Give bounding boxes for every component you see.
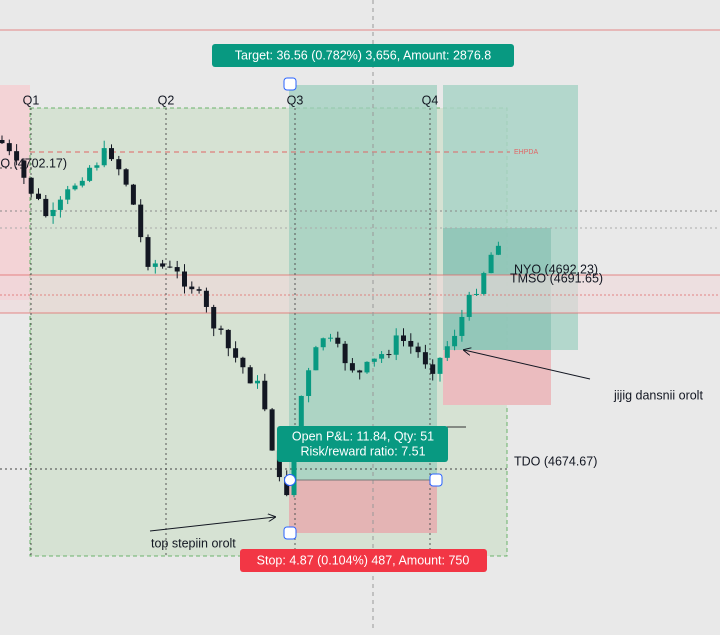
candle-body: [247, 367, 253, 384]
candle-body: [196, 289, 202, 291]
candle-body: [174, 267, 180, 272]
handle[interactable]: [283, 77, 297, 91]
candle-body: [203, 290, 209, 307]
candle-body: [408, 340, 414, 347]
arrow: [149, 517, 275, 532]
candle-body: [50, 209, 56, 217]
stop-label-bg: [240, 549, 487, 572]
tmso-label: TMSO (4691.65): [510, 271, 603, 285]
stop-zone: [289, 480, 437, 533]
candle-body: [57, 199, 63, 210]
candle-body: [276, 450, 282, 478]
candle-body: [371, 358, 377, 362]
so-label: SO (4702.17): [0, 156, 67, 170]
candle-body: [152, 263, 158, 267]
annotation: jijig dansnii orolt: [613, 388, 703, 402]
candle-body: [123, 169, 129, 185]
pink-zone: [0, 85, 30, 300]
handle[interactable]: [283, 526, 297, 540]
candle-body: [94, 165, 100, 168]
candle-body: [481, 273, 487, 294]
candle-body: [145, 237, 151, 267]
nyo-label: NYO (4692.23): [514, 262, 598, 276]
candle-body: [298, 395, 304, 441]
band: [0, 275, 720, 313]
target-label-bg: [212, 44, 514, 67]
candle-body: [79, 180, 85, 186]
candle-body: [211, 306, 217, 329]
candle-body: [255, 380, 260, 384]
candle-body: [364, 361, 370, 373]
quarter-label: Q2: [158, 93, 175, 107]
candle-body: [430, 364, 436, 374]
candle-body: [269, 409, 275, 451]
pnl-label: Open P&L: 11.84, Qty: 51: [292, 429, 434, 443]
candle-body: [452, 335, 458, 347]
candle-body: [291, 440, 297, 496]
candle-body: [415, 346, 421, 353]
candle-body: [306, 370, 312, 396]
candle-body: [65, 189, 71, 200]
candle-body: [393, 335, 399, 355]
candle-body: [379, 354, 385, 359]
candle-body: [386, 354, 392, 356]
ehpda-label: EHPDA: [514, 149, 538, 156]
candle-body: [101, 148, 107, 166]
candle-body: [444, 346, 450, 358]
candle-body: [0, 140, 5, 144]
candle-body: [130, 184, 136, 205]
annotation: top stepiin orolt: [151, 536, 236, 550]
candle-body: [43, 198, 49, 217]
candle-body: [160, 263, 166, 267]
ratio-label: Risk/reward ratio: 7.51: [300, 444, 425, 458]
candle-body: [357, 370, 363, 373]
candle-body: [116, 159, 122, 170]
quarter-label: Q4: [422, 93, 439, 107]
candle-body: [28, 177, 34, 194]
candle-body: [225, 329, 231, 349]
candle-body: [182, 271, 187, 287]
candle-body: [14, 151, 20, 161]
candle-body: [87, 167, 93, 181]
candle-body: [262, 380, 268, 410]
candle-body: [189, 286, 195, 290]
candle-body: [459, 316, 465, 336]
candle-body: [6, 143, 12, 152]
candle-body: [401, 335, 406, 341]
arrow: [464, 350, 591, 380]
candle-body: [488, 254, 494, 274]
candle-body: [240, 357, 246, 368]
candle-body: [349, 363, 355, 371]
stop-zone-2: [443, 350, 551, 405]
candle-body: [328, 337, 333, 339]
candle-body: [109, 148, 114, 160]
candle-body: [72, 185, 78, 190]
pnl-box: [277, 426, 448, 462]
candle-body: [21, 160, 27, 178]
stop-label: Stop: 4.87 (0.104%) 487, Amount: 750: [257, 553, 470, 567]
candle-body: [167, 266, 173, 268]
target-label: Target: 36.56 (0.782%) 3,656, Amount: 28…: [235, 48, 491, 62]
handle[interactable]: [284, 474, 296, 486]
handle[interactable]: [429, 473, 443, 487]
candle-body: [313, 347, 319, 371]
candle-body: [36, 193, 41, 199]
candle-body: [342, 343, 348, 364]
quarter-label: Q3: [287, 93, 304, 107]
candle-body: [422, 352, 428, 365]
candle-body: [335, 337, 341, 344]
tdo-label: TDO (4674.67): [514, 454, 597, 468]
candle-body: [437, 357, 443, 374]
candle-body: [474, 293, 479, 295]
candle-body: [320, 338, 326, 348]
candle-body: [466, 294, 472, 317]
candle-body: [284, 477, 290, 496]
candle-body: [495, 245, 501, 255]
candle-body: [233, 348, 239, 358]
candle-body: [218, 328, 224, 330]
quarter-label: Q1: [23, 93, 40, 107]
candle-body: [138, 204, 144, 238]
